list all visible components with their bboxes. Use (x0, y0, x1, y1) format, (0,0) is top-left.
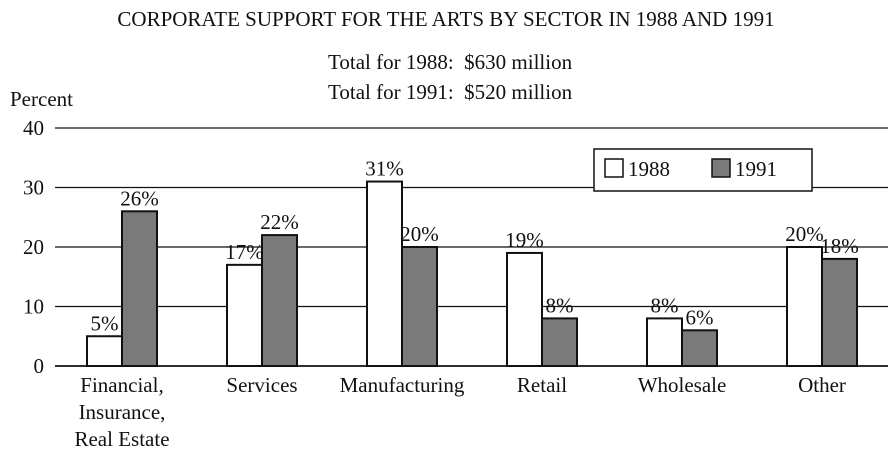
data-label-1991: 22% (260, 210, 299, 234)
bar-1988-4 (646, 317, 683, 367)
subtitle-total-1988: Total for 1988: $630 million (328, 50, 573, 74)
legend-swatch-1988 (604, 158, 624, 178)
data-label-1988: 19% (505, 228, 544, 252)
bar-1988-0 (86, 335, 123, 367)
x-tick-label: Real Estate (74, 427, 169, 451)
x-tick-label: Services (226, 373, 297, 397)
y-axis-label: Percent (10, 87, 73, 111)
y-tick-label: 20 (23, 235, 44, 259)
y-tick-label: 30 (23, 176, 44, 200)
data-label-1988: 17% (225, 240, 264, 264)
legend: 1988 1991 (593, 148, 813, 192)
x-tick-label: Wholesale (638, 373, 727, 397)
y-tick-label: 40 (23, 116, 44, 140)
bar-1988-3 (506, 251, 543, 367)
x-tick-label: Other (798, 373, 846, 397)
data-label-1991: 26% (120, 186, 159, 210)
data-label-1988: 20% (785, 222, 824, 246)
bar-1988-1 (226, 263, 263, 368)
legend-swatch-1991 (711, 158, 731, 178)
bar-1988-5 (786, 246, 823, 367)
data-label-1991: 6% (686, 305, 714, 329)
data-label-1991: 20% (400, 222, 439, 246)
data-label-1988: 8% (651, 293, 679, 317)
bar-1991-1 (261, 234, 298, 367)
y-tick-label: 0 (34, 354, 45, 378)
x-tick-label: Insurance, (79, 400, 166, 424)
data-label-1988: 5% (91, 311, 119, 335)
bar-1991-3 (541, 317, 578, 367)
bar-1988-2 (366, 180, 403, 367)
chart-title: CORPORATE SUPPORT FOR THE ARTS BY SECTOR… (117, 7, 774, 31)
bar-1991-4 (681, 329, 718, 367)
data-label-1991: 8% (546, 293, 574, 317)
x-tick-label: Financial, (80, 373, 163, 397)
bar-1991-0 (121, 210, 158, 367)
x-tick-label: Manufacturing (340, 373, 465, 397)
data-label-1988: 31% (365, 157, 404, 181)
legend-label-1991: 1991 (735, 157, 777, 181)
legend-box (593, 148, 813, 192)
bar-1991-5 (821, 257, 858, 367)
data-label-1991: 18% (820, 234, 859, 258)
x-tick-label: Retail (517, 373, 567, 397)
subtitle-total-1991: Total for 1991: $520 million (328, 80, 573, 104)
y-tick-label: 10 (23, 295, 44, 319)
bar-1991-2 (401, 246, 438, 367)
legend-label-1988: 1988 (628, 157, 670, 181)
